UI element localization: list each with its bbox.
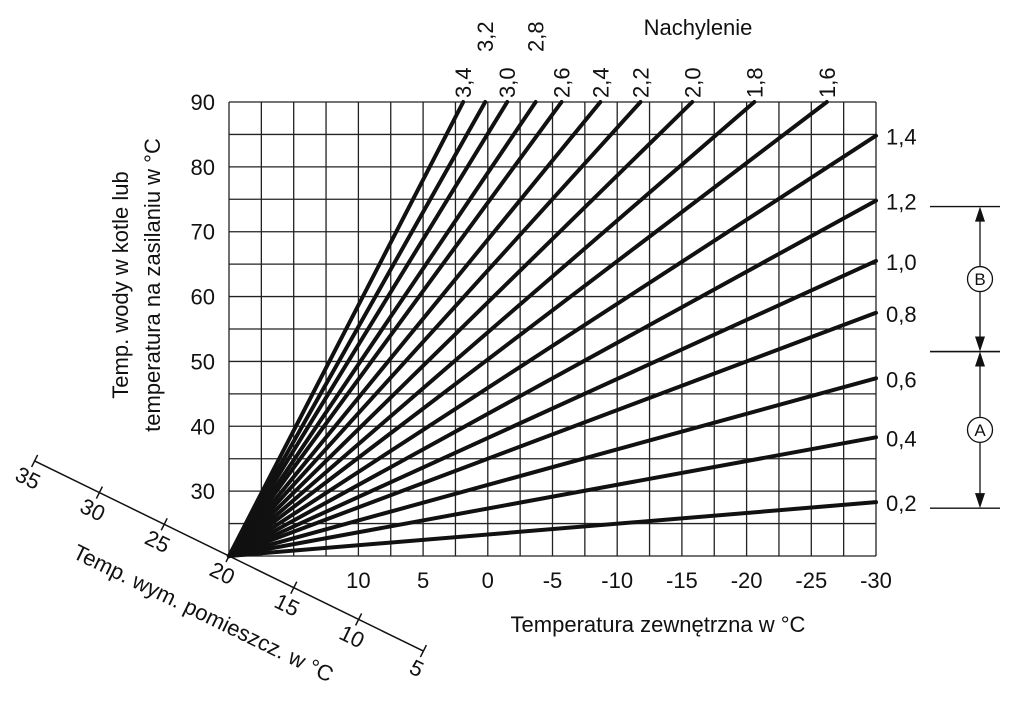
room-tick-label: 15 <box>271 588 304 621</box>
room-tick-label: 10 <box>335 620 368 653</box>
curve-label: 3,4 <box>451 67 476 98</box>
curve-label: 1,6 <box>815 67 840 98</box>
range-marker-circle <box>966 265 994 293</box>
curve-label: 0,8 <box>886 302 917 327</box>
arrowhead-down-icon <box>975 336 985 352</box>
curve-label: 0,2 <box>886 491 917 516</box>
room-axis-tick <box>354 613 363 626</box>
curve-1-2 <box>227 198 878 558</box>
curves <box>227 100 878 558</box>
curve-0-4 <box>227 435 878 558</box>
curve-2-6 <box>227 100 564 558</box>
x-tick-label: -5 <box>543 568 563 593</box>
curve-label: 2,4 <box>588 67 613 98</box>
curve-label: 3,0 <box>495 67 520 98</box>
y-tick-label: 70 <box>191 220 215 245</box>
curve-label: 0,4 <box>886 426 917 451</box>
room-axis-tick <box>95 486 104 499</box>
curve-2-8 <box>227 100 538 558</box>
curve-label: 0,6 <box>886 367 917 392</box>
curve-2-4 <box>227 100 603 558</box>
curve-0-2 <box>227 500 878 558</box>
curve-0-6 <box>227 376 878 558</box>
curve-3-2 <box>227 100 488 558</box>
curve-3-0 <box>227 100 510 558</box>
x-axis-title: Temperatura zewnętrzna w °C <box>511 612 806 637</box>
curve-3-4 <box>227 100 466 558</box>
room-axis-tick <box>160 517 168 531</box>
y-axis-title-line2: temperatura na zasilaniu w °C <box>140 138 165 432</box>
y-tick-label: 30 <box>191 479 215 504</box>
curve-label: 2,6 <box>550 67 575 98</box>
arrowhead-down-icon <box>975 493 985 509</box>
curve-1-0 <box>227 258 878 558</box>
curve-label: 1,8 <box>742 67 767 98</box>
y-tick-label: 40 <box>191 414 215 439</box>
grid <box>228 101 877 557</box>
x-tick-label: 0 <box>482 568 494 593</box>
room-tick-label: 5 <box>406 654 428 682</box>
chart-title: Nachylenie <box>644 15 753 40</box>
range-label: A <box>974 421 986 440</box>
x-tick-label: -10 <box>601 568 633 593</box>
curve-1-4 <box>227 133 878 558</box>
curve-label: 1,0 <box>886 250 917 275</box>
range-marker-circle <box>966 416 994 444</box>
y-tick-label: 80 <box>191 155 215 180</box>
arrowhead-up-icon <box>975 206 985 222</box>
curve-2-0 <box>227 100 695 558</box>
room-axis-tick <box>30 454 39 468</box>
curve-label: 1,2 <box>886 190 917 215</box>
curve-2-2 <box>227 100 643 558</box>
curve-label: 2,8 <box>524 21 549 52</box>
room-axis-tick <box>419 644 428 658</box>
curve-1-6 <box>227 100 829 558</box>
curve-label: 1,4 <box>886 125 917 150</box>
room-axis-tick <box>290 581 298 595</box>
room-axis-tick <box>225 549 233 563</box>
curve-label: 2,0 <box>680 67 705 98</box>
range-label: B <box>974 270 985 289</box>
y-axis-title-line1: Temp. wody w kotle lub <box>108 171 133 398</box>
curve-label: 2,2 <box>628 67 653 98</box>
x-tick-label: 10 <box>346 568 370 593</box>
x-tick-label: -30 <box>860 568 892 593</box>
room-tick-label: 20 <box>206 557 239 590</box>
x-tick-label: -20 <box>731 568 763 593</box>
room-tick-label: 35 <box>11 462 44 495</box>
curve-0-8 <box>227 310 878 558</box>
x-tick-label: -15 <box>666 568 698 593</box>
arrowhead-up-icon <box>975 351 985 367</box>
y-tick-label: 60 <box>191 285 215 310</box>
room-tick-label: 25 <box>141 525 174 558</box>
room-tick-label: 30 <box>76 493 109 526</box>
curve-label: 3,2 <box>473 21 498 52</box>
curve-1-8 <box>227 100 757 558</box>
y-tick-label: 90 <box>191 90 215 115</box>
room-axis-title: Temp. wym. pomieszcz. w °C <box>69 539 337 687</box>
x-tick-label: -25 <box>795 568 827 593</box>
y-tick-label: 50 <box>191 349 215 374</box>
x-tick-label: 5 <box>417 568 429 593</box>
